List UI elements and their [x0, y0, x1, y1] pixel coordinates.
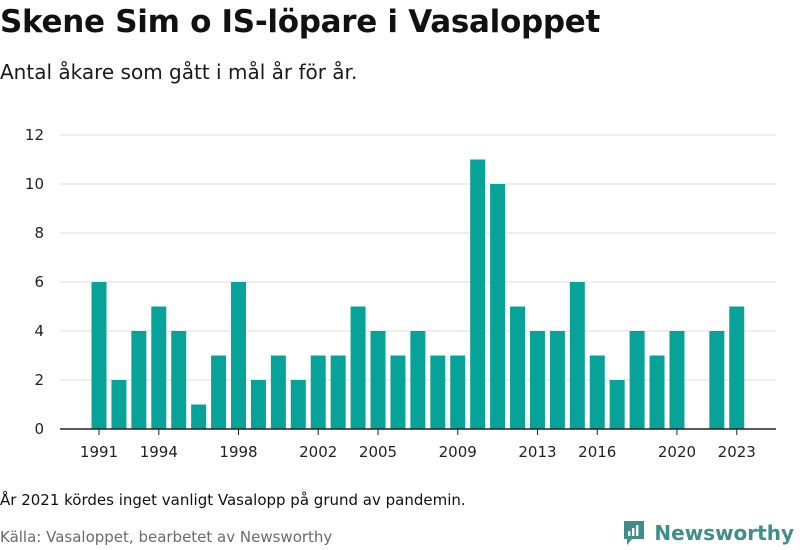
- x-tick-label: 2013: [518, 443, 556, 461]
- bar-1997: [211, 355, 227, 429]
- bar-2018: [629, 331, 645, 429]
- x-axis: 1991 1994 1998 2002 2005 2009 2013 2016 2020 2023: [60, 428, 776, 461]
- bar-2003: [330, 355, 346, 429]
- x-tick-label: 1994: [140, 443, 178, 461]
- newsworthy-logo-icon: [624, 521, 645, 545]
- bar-2019: [649, 355, 665, 429]
- y-tick-label: 4: [34, 322, 44, 340]
- bar-2023: [729, 306, 745, 429]
- x-tick-label: 2020: [658, 443, 696, 461]
- bar-chart: 0 2 4 6 8 10 12 1991 1994 1998 2002 2005 2009 2013 20…: [25, 126, 776, 461]
- bar-2005: [370, 331, 386, 429]
- bar-2016: [589, 355, 605, 429]
- x-tick-label: 2009: [439, 443, 477, 461]
- brand: Newsworthy: [622, 519, 794, 547]
- x-tick-label: 2023: [718, 443, 756, 461]
- bar-2000: [270, 355, 286, 429]
- bar-2011: [490, 184, 506, 429]
- bar-2017: [609, 380, 625, 429]
- bar-2020: [669, 331, 685, 429]
- x-tick-label: 1998: [219, 443, 257, 461]
- bar-2013: [529, 331, 545, 429]
- bar-1993: [131, 331, 147, 429]
- bar-2012: [510, 306, 526, 429]
- x-tick-label: 2005: [359, 443, 397, 461]
- bar-1992: [111, 380, 127, 429]
- bar-2002: [310, 355, 326, 429]
- x-tick-label: 1991: [80, 443, 118, 461]
- y-tick-label: 12: [25, 126, 44, 144]
- bar-1999: [250, 380, 266, 429]
- bar-2006: [390, 355, 406, 429]
- bar-2022: [709, 331, 725, 429]
- y-tick-label: 6: [34, 273, 44, 291]
- y-tick-label: 2: [34, 371, 44, 389]
- bar-2008: [430, 355, 446, 429]
- y-tick-label: 0: [34, 420, 44, 438]
- bar-2014: [549, 331, 565, 429]
- y-axis: 0 2 4 6 8 10 12: [25, 126, 44, 438]
- bar-2004: [350, 306, 366, 429]
- bar-2001: [290, 380, 306, 429]
- footnote: År 2021 kördes inget vanligt Vasalopp på…: [0, 491, 466, 509]
- bar-1995: [171, 331, 187, 429]
- x-tick-label: 2002: [299, 443, 337, 461]
- bar-1994: [151, 306, 167, 429]
- bar-2010: [470, 159, 486, 429]
- x-tick-label: 2016: [578, 443, 616, 461]
- bar-1998: [231, 282, 247, 429]
- y-tick-label: 10: [25, 175, 44, 193]
- brand-name: Newsworthy: [654, 521, 794, 545]
- bar-2009: [450, 355, 466, 429]
- bar-2007: [410, 331, 426, 429]
- y-tick-label: 8: [34, 224, 44, 242]
- bar-2015: [569, 282, 585, 429]
- bars: [91, 159, 745, 429]
- source-text: Källa: Vasaloppet, bearbetet av Newswort…: [0, 528, 333, 546]
- chart-title: Skene Sim o IS-löpare i Vasaloppet: [0, 4, 600, 40]
- bar-1996: [191, 404, 207, 429]
- chart-subtitle: Antal åkare som gått i mål år för år.: [0, 60, 358, 84]
- bar-1991: [91, 282, 107, 429]
